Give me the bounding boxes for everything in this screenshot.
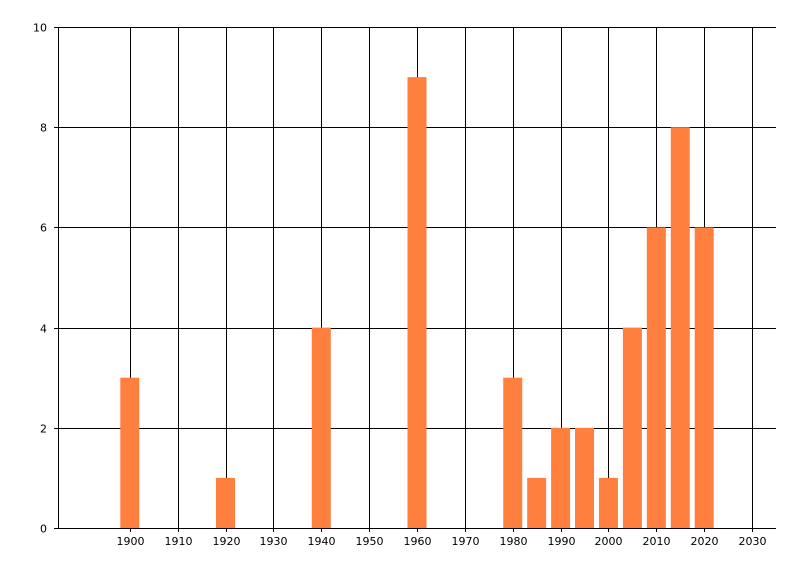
x-tick-label: 1990 <box>548 535 576 548</box>
x-tick-label: 1970 <box>452 535 480 548</box>
x-tick-label: 1920 <box>213 535 241 548</box>
bar-1920 <box>216 477 236 528</box>
bar-1985 <box>527 477 547 528</box>
x-tick-label: 2030 <box>739 535 767 548</box>
bars <box>120 77 714 528</box>
x-tick-label: 2020 <box>691 535 719 548</box>
x-tick-label: 2010 <box>643 535 671 548</box>
y-tick-label: 0 <box>40 523 47 536</box>
bar-1960 <box>407 77 427 528</box>
bar-2005 <box>622 327 642 528</box>
y-tick-labels: 0 2 4 6 8 10 <box>33 22 47 536</box>
bar-1995 <box>575 427 595 528</box>
bar-2000 <box>598 477 618 528</box>
x-tick-label: 1930 <box>260 535 288 548</box>
x-tick-label: 1940 <box>308 535 336 548</box>
x-tick-label: 1960 <box>404 535 432 548</box>
bar-1990 <box>551 427 571 528</box>
bar-1940 <box>311 327 331 528</box>
bar-1900 <box>120 377 140 528</box>
x-tick-label: 1980 <box>500 535 528 548</box>
axes <box>54 27 776 529</box>
y-tick-label: 4 <box>40 323 47 336</box>
bar-2020 <box>694 227 714 528</box>
bar-2015 <box>670 127 690 528</box>
x-tick-label: 1910 <box>165 535 193 548</box>
bar-1980 <box>503 377 523 528</box>
x-tick-label: 2000 <box>595 535 623 548</box>
x-tick-label: 1900 <box>117 535 145 548</box>
y-tick-label: 2 <box>40 423 47 436</box>
bar-2010 <box>646 227 666 528</box>
y-tick-label: 6 <box>40 222 47 235</box>
y-tick-label: 10 <box>33 22 47 35</box>
y-tick-label: 8 <box>40 122 47 135</box>
x-tick-label: 1950 <box>356 535 384 548</box>
x-tick-labels: 1900 1910 1920 1930 1940 1950 1960 1970 1980 1990… <box>117 535 767 548</box>
